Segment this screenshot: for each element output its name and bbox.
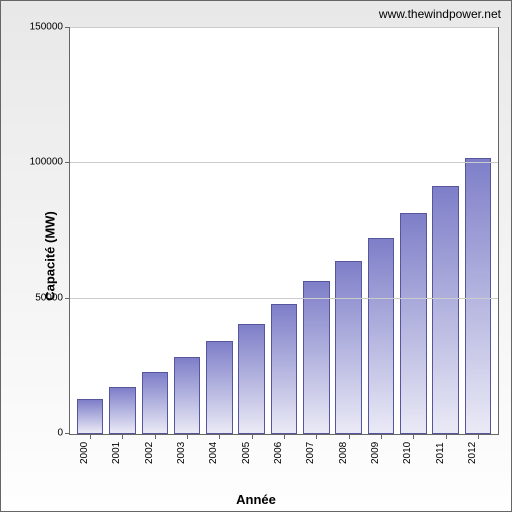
bar: [142, 372, 168, 434]
y-tick: [65, 298, 70, 299]
x-tick-label: 2002: [144, 442, 155, 464]
x-tick-label: 2008: [338, 442, 349, 464]
bar-slot: 2002: [139, 28, 171, 434]
y-tick-label: 0: [57, 428, 63, 439]
x-tick: [219, 434, 220, 439]
y-tick: [65, 433, 70, 434]
x-tick-label: 2011: [435, 442, 446, 464]
bar: [368, 238, 394, 434]
bar: [400, 213, 426, 434]
bar-slot: 2004: [203, 28, 235, 434]
bar: [271, 304, 297, 434]
plot-area: 2000200120022003200420052006200720082009…: [69, 27, 499, 435]
bar-slot: 2009: [365, 28, 397, 434]
x-tick: [316, 434, 317, 439]
x-tick-label: 2009: [370, 442, 381, 464]
x-tick: [187, 434, 188, 439]
gridline: [70, 27, 498, 28]
bar: [465, 158, 491, 434]
gridline: [70, 162, 498, 163]
y-tick: [65, 162, 70, 163]
x-tick-label: 2003: [176, 442, 187, 464]
bar: [432, 186, 458, 434]
bar-slot: 2000: [74, 28, 106, 434]
x-tick-label: 2004: [208, 442, 219, 464]
y-tick-label: 50000: [35, 292, 63, 303]
bar: [206, 341, 232, 434]
x-tick: [90, 434, 91, 439]
bar: [109, 387, 135, 434]
bar-slot: 2010: [397, 28, 429, 434]
x-tick-label: 2010: [402, 442, 413, 464]
bar-slot: 2005: [236, 28, 268, 434]
x-tick: [155, 434, 156, 439]
x-tick: [122, 434, 123, 439]
bar-slot: 2006: [268, 28, 300, 434]
x-tick-label: 2012: [467, 442, 478, 464]
x-axis-label: Année: [236, 492, 276, 507]
y-tick: [65, 27, 70, 28]
bar: [174, 357, 200, 434]
x-tick: [349, 434, 350, 439]
x-tick: [284, 434, 285, 439]
bar: [77, 399, 103, 434]
bars-container: 2000200120022003200420052006200720082009…: [70, 28, 498, 434]
bar: [335, 261, 361, 434]
x-tick: [381, 434, 382, 439]
y-axis-label: Capacité (MW): [42, 211, 57, 301]
x-tick-label: 2005: [241, 442, 252, 464]
bar-slot: 2007: [300, 28, 332, 434]
x-tick: [413, 434, 414, 439]
y-tick-label: 100000: [30, 157, 63, 168]
bar-slot: 2012: [462, 28, 494, 434]
chart-container: www.thewindpower.net Capacité (MW) Année…: [0, 0, 512, 512]
x-tick-label: 2001: [111, 442, 122, 464]
x-tick-label: 2006: [273, 442, 284, 464]
x-tick-label: 2007: [305, 442, 316, 464]
y-tick-label: 150000: [30, 22, 63, 33]
bar-slot: 2001: [106, 28, 138, 434]
x-tick: [446, 434, 447, 439]
gridline: [70, 298, 498, 299]
x-tick-label: 2000: [79, 442, 90, 464]
source-label: www.thewindpower.net: [379, 7, 501, 21]
x-tick: [252, 434, 253, 439]
bar-slot: 2003: [171, 28, 203, 434]
bar: [303, 281, 329, 434]
bar: [238, 324, 264, 434]
x-tick: [478, 434, 479, 439]
bar-slot: 2008: [333, 28, 365, 434]
bar-slot: 2011: [429, 28, 461, 434]
